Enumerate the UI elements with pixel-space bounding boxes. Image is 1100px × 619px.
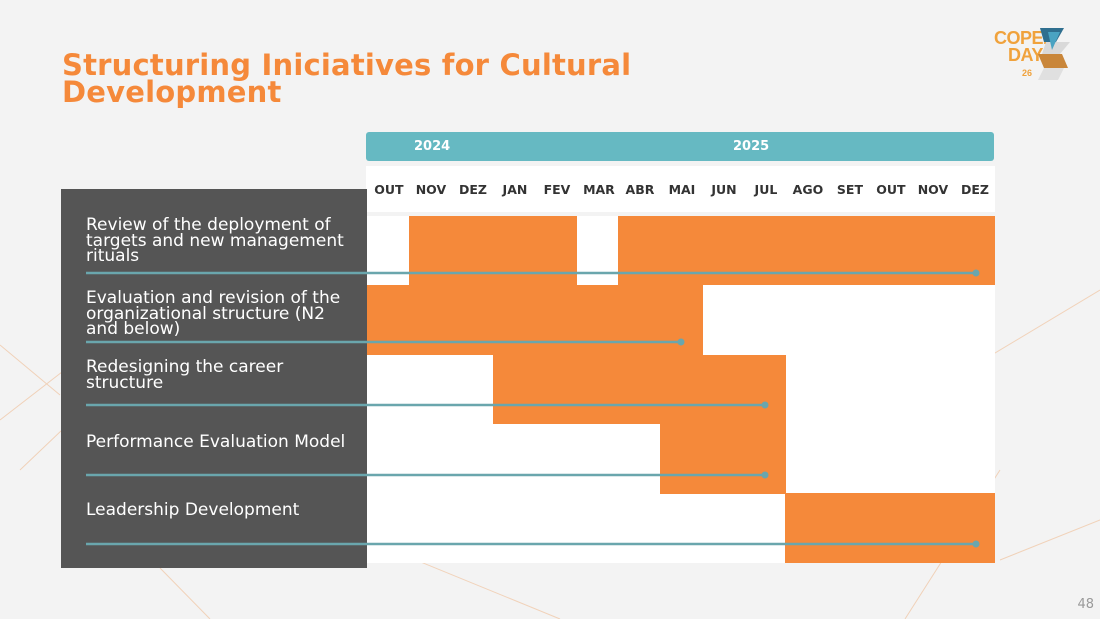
gantt-bar <box>366 285 703 355</box>
month-label: OUT <box>876 182 906 197</box>
gantt-bar <box>409 216 577 285</box>
month-label: JAN <box>502 182 528 197</box>
page-number: 48 <box>1077 597 1094 612</box>
logo-text: COPEL DAY <box>994 28 1054 65</box>
year-2024-label: 2024 <box>414 139 451 154</box>
year-2025-label: 2025 <box>733 139 770 154</box>
task-label: Review of the deployment of targets and … <box>86 215 344 266</box>
month-label: JUN <box>711 182 737 197</box>
month-label: MAR <box>583 182 615 197</box>
logo-number: 26 <box>1022 68 1033 78</box>
month-label: ABR <box>625 182 655 197</box>
month-label: NOV <box>415 182 447 197</box>
task-label: Leadership Development <box>86 500 300 520</box>
month-label: DEZ <box>960 182 989 197</box>
gantt-bar <box>785 493 995 563</box>
month-label: OUT <box>374 182 404 197</box>
month-label: JUL <box>754 182 778 197</box>
month-label: MAI <box>668 182 696 197</box>
task-label-panel <box>61 189 367 568</box>
month-header-row: OUT NOV DEZ JAN FEV MAR ABR MAI JUN JUL … <box>366 166 995 212</box>
task-label: Redesigning the career structure <box>86 357 284 393</box>
month-label: AGO <box>792 182 824 197</box>
task-label: Evaluation and revision of the organizat… <box>86 288 341 339</box>
gantt-bar <box>660 424 786 494</box>
month-label: DEZ <box>458 182 487 197</box>
month-label: SET <box>836 182 863 197</box>
page-title: Structuring Iniciatives for Cultural Dev… <box>62 48 632 109</box>
copel-day-logo: COPEL DAY 26 <box>994 26 1072 84</box>
month-label: FEV <box>543 182 571 197</box>
task-label: Performance Evaluation Model <box>86 432 346 452</box>
gantt-grid <box>366 216 995 563</box>
gantt-bar <box>618 216 995 285</box>
month-label: NOV <box>917 182 949 197</box>
logo-graphic-icon <box>1038 28 1070 80</box>
gantt-bar <box>493 355 786 424</box>
year-header: 2024 2025 <box>366 132 994 161</box>
